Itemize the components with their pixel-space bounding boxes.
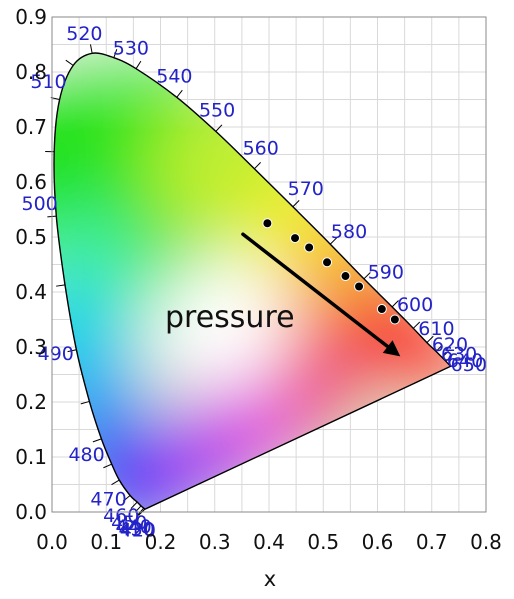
x-tick-label: 0.7 <box>416 530 448 554</box>
x-axis-title: x <box>264 567 276 591</box>
wavelength-tick <box>122 495 131 502</box>
wavelength-tick <box>92 438 102 443</box>
x-tick-label: 0.6 <box>362 530 394 554</box>
wavelength-tick <box>412 321 421 329</box>
wavelength-label: 540 <box>156 66 192 88</box>
y-tick-label: 0.6 <box>15 170 47 194</box>
plot-frame <box>51 16 487 513</box>
wavelength-tick-marks <box>45 44 453 516</box>
arrow-head <box>382 340 401 357</box>
wavelength-label: 420 <box>120 520 156 542</box>
color-blob <box>160 260 291 390</box>
y-tick-label: 0.5 <box>15 225 47 249</box>
wavelength-tick <box>426 335 434 343</box>
y-tick-label: 0.2 <box>15 390 47 414</box>
wavelength-tick <box>329 237 338 245</box>
wavelength-tick <box>67 349 77 353</box>
wavelength-label: 580 <box>331 221 367 243</box>
y-tick-label: 0.7 <box>15 115 47 139</box>
wavelength-tick <box>103 463 112 469</box>
wavelength-tick <box>441 350 449 358</box>
y-tick-label: 0.0 <box>15 500 47 524</box>
pressure-arrow <box>241 232 401 357</box>
wavelength-label: 510 <box>30 71 66 93</box>
wavelength-tick <box>445 354 453 362</box>
data-points <box>262 218 400 325</box>
wavelength-label: 610 <box>418 318 454 340</box>
wavelength-label: 430 <box>119 519 155 541</box>
x-tick-label: 0.3 <box>199 530 231 554</box>
data-point <box>322 257 333 268</box>
wavelength-tick <box>363 272 371 280</box>
wavelength-label: 520 <box>66 23 102 45</box>
wavelength-label: 440 <box>115 516 151 538</box>
wavelength-tick <box>215 124 223 132</box>
x-tick-label: 0.0 <box>36 530 68 554</box>
y-tick-label: 0.9 <box>15 5 47 29</box>
wavelength-tick <box>130 501 138 509</box>
y-axis-tick-labels: 0.0 0.1 0.2 0.3 0.4 0.5 0.6 0.7 0.8 0.9 <box>15 5 47 524</box>
wavelength-label: 630 <box>441 343 477 365</box>
data-point <box>262 218 273 229</box>
x-tick-label: 0.5 <box>307 530 339 554</box>
wavelength-tick <box>292 200 300 208</box>
wavelength-label: 450 <box>111 512 147 534</box>
wavelength-tick <box>89 44 93 54</box>
wavelength-label: 490 <box>38 343 74 365</box>
y-tick-label: 0.1 <box>15 445 47 469</box>
y-tick-label: 0.8 <box>15 60 47 84</box>
y-tick-label: 0.4 <box>15 280 47 304</box>
wavelength-tick <box>135 60 142 69</box>
wavelength-tick <box>111 479 120 486</box>
x-tick-label: 0.8 <box>470 530 502 554</box>
wavelength-label: 650 <box>451 354 487 376</box>
wavelength-label: 470 <box>90 489 126 511</box>
arrow-shaft <box>241 232 390 349</box>
wavelength-tick <box>80 400 90 405</box>
wavelength-label: 480 <box>68 444 104 466</box>
color-blob <box>395 316 451 400</box>
wavelength-tick <box>391 300 399 308</box>
x-tick-label: 0.1 <box>90 530 122 554</box>
wavelength-label: 460 <box>103 505 139 527</box>
x-tick-label: 0.2 <box>145 530 177 554</box>
wavelength-label: 550 <box>199 99 235 121</box>
wavelength-label: 640 <box>447 350 483 372</box>
x-axis-tick-labels: 0.0 0.1 0.2 0.3 0.4 0.5 0.6 0.7 0.8 <box>36 530 502 554</box>
wavelength-label: 570 <box>288 178 324 200</box>
data-point <box>304 242 315 253</box>
wavelength-tick <box>176 89 183 98</box>
y-tick-label: 0.3 <box>15 335 47 359</box>
wavelength-label: 590 <box>368 262 404 284</box>
wavelength-tick <box>65 59 74 66</box>
wavelength-tick <box>113 49 118 58</box>
data-point <box>354 281 365 292</box>
x-tick-label: 0.4 <box>253 530 285 554</box>
data-point <box>340 271 351 282</box>
wavelength-label: 500 <box>22 193 58 215</box>
wavelength-tick <box>253 162 262 170</box>
data-point <box>376 304 387 315</box>
wavelength-label: 620 <box>432 334 468 356</box>
data-point <box>290 233 301 244</box>
data-point <box>389 314 400 325</box>
wavelength-tick <box>435 344 443 352</box>
wavelength-label: 560 <box>243 137 279 159</box>
wavelength-tick <box>134 505 142 513</box>
wavelength-label: 600 <box>397 294 433 316</box>
wavelength-tick <box>56 284 66 287</box>
pressure-annotation: pressure <box>165 300 295 335</box>
wavelength-label: 530 <box>113 38 149 60</box>
